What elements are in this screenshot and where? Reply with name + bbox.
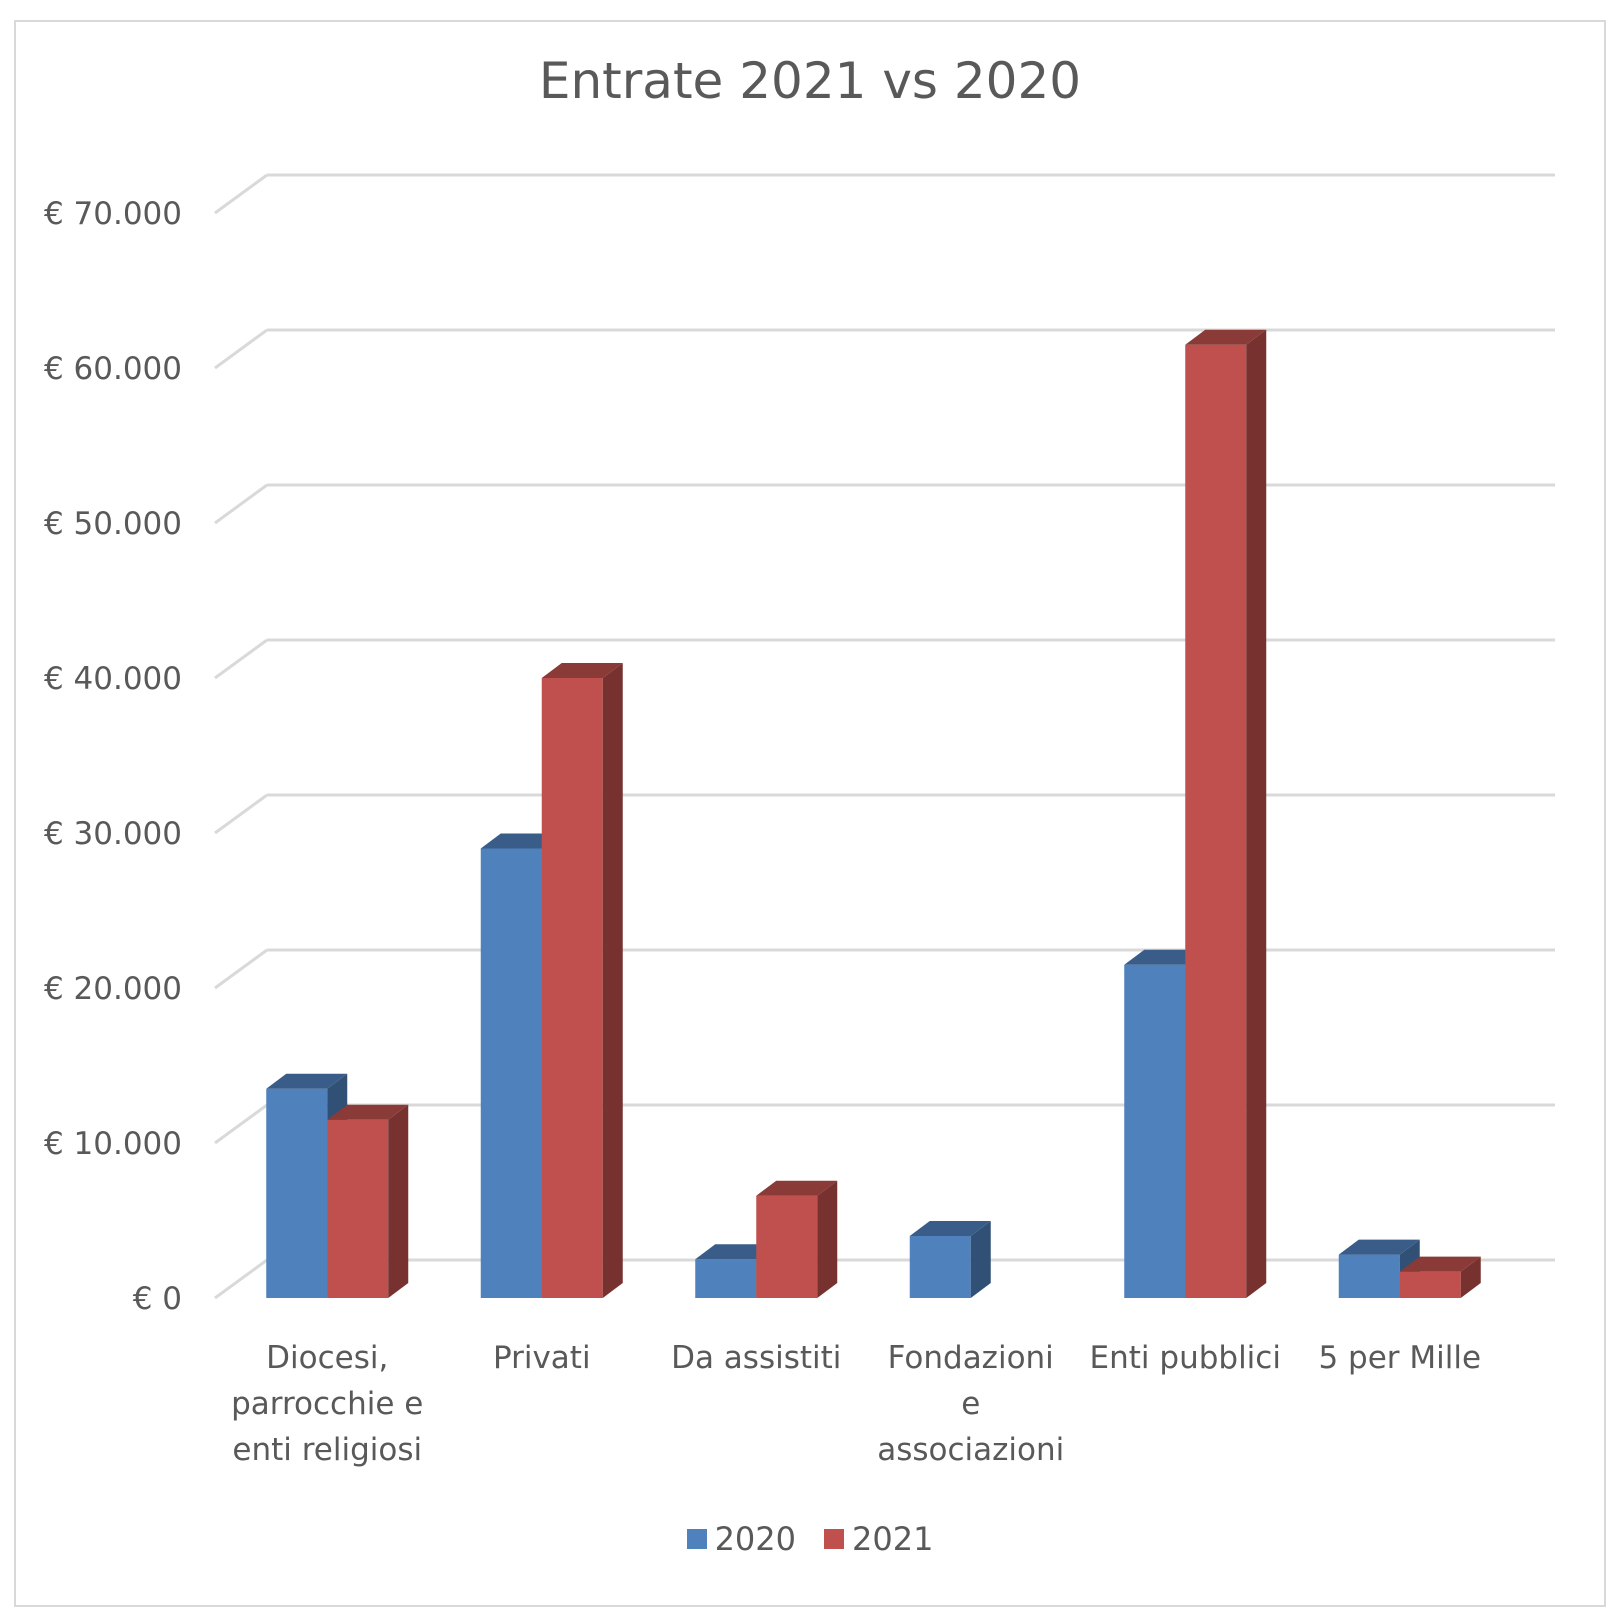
bar-side	[1460, 1256, 1481, 1298]
bar-top	[541, 663, 623, 678]
x-tick-label: Enti pubblici	[1090, 1340, 1281, 1376]
bar-front	[1399, 1271, 1461, 1298]
gridline-depth	[214, 948, 268, 990]
bar-top	[1399, 1256, 1481, 1272]
bar-front	[1185, 344, 1247, 1298]
bar-front	[480, 848, 542, 1298]
bar-2021-5	[1399, 1256, 1481, 1298]
bar-front	[266, 1088, 328, 1298]
legend-swatch-2021	[824, 1529, 844, 1549]
x-tick-label: Diocesi,	[266, 1340, 388, 1376]
y-tick-label: € 30.000	[44, 816, 182, 852]
bar-front	[756, 1195, 818, 1298]
y-tick-label: € 0	[133, 1281, 182, 1317]
bar-top	[327, 1104, 409, 1120]
bar-top	[695, 1244, 777, 1260]
bar-front	[695, 1259, 757, 1298]
chart-title: Entrate 2021 vs 2020	[538, 52, 1082, 110]
bar-top	[480, 833, 562, 849]
legend-item-2020: 2020	[686, 1520, 796, 1558]
y-tick-label: € 20.000	[44, 971, 182, 1007]
x-tick-label: e	[961, 1386, 980, 1422]
gridline-depth	[214, 328, 268, 370]
bar-front	[541, 678, 603, 1298]
bar-top	[1124, 949, 1206, 965]
bar-2021-1	[541, 663, 623, 1298]
gridline-depth	[214, 638, 268, 680]
x-tick-label: 5 per Mille	[1318, 1340, 1481, 1376]
gridline-depth	[214, 793, 268, 835]
bar-2021-4	[1185, 329, 1267, 1298]
bar-2020-0	[266, 1073, 348, 1298]
legend-label-2020: 2020	[714, 1520, 796, 1558]
bar-2021-2	[756, 1180, 838, 1298]
y-tick-label: € 40.000	[44, 661, 182, 697]
x-tick-label: parrocchie e	[231, 1386, 423, 1422]
bar-2021-0	[327, 1104, 409, 1298]
bar-front	[909, 1236, 971, 1298]
x-tick-label: Da assistiti	[671, 1340, 841, 1376]
bar-side	[817, 1180, 838, 1298]
bar-top	[1185, 329, 1267, 345]
bar-top	[909, 1221, 991, 1236]
bar-side	[1246, 329, 1267, 1298]
chart-frame	[14, 20, 1606, 1607]
legend-swatch-2020	[686, 1529, 707, 1549]
x-tick-label: associazioni	[877, 1432, 1064, 1468]
chart-legend: 2020 2021	[0, 1520, 1620, 1558]
y-tick-label: € 50.000	[44, 506, 182, 542]
bar-side	[388, 1104, 409, 1298]
bar-top	[266, 1073, 348, 1089]
x-tick-label: Fondazioni	[888, 1340, 1054, 1376]
bar-front	[327, 1119, 389, 1298]
bar-side	[602, 663, 623, 1298]
bar-top	[756, 1180, 838, 1196]
bar-front	[1124, 964, 1186, 1298]
gridline-depth	[214, 173, 268, 215]
legend-label-2021: 2021	[852, 1520, 934, 1558]
gridline-depth	[214, 483, 268, 525]
bar-2020-3	[909, 1221, 991, 1298]
y-tick-label: € 70.000	[44, 196, 182, 232]
gridline-depth	[214, 1258, 268, 1300]
bar-top	[1338, 1239, 1420, 1255]
y-tick-label: € 60.000	[44, 351, 182, 387]
bar-front	[1338, 1254, 1400, 1298]
x-tick-label: enti religiosi	[232, 1432, 422, 1468]
bar-side	[970, 1221, 991, 1298]
legend-item-2021: 2021	[824, 1520, 933, 1558]
gridline-depth	[214, 1103, 268, 1145]
y-tick-label: € 10.000	[44, 1126, 182, 1162]
x-tick-label: Privati	[493, 1340, 591, 1376]
